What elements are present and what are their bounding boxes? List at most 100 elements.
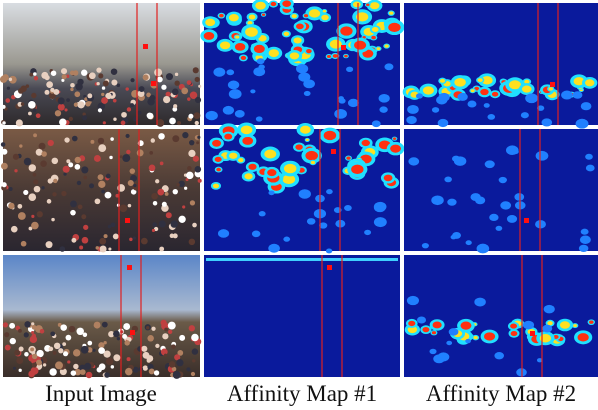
crowd-texture	[101, 97, 108, 104]
crowd-texture	[104, 372, 110, 378]
heat-core	[390, 145, 401, 153]
crowd-texture	[189, 140, 194, 145]
crowd-texture	[197, 136, 200, 139]
crowd-texture	[154, 370, 159, 375]
crowd-texture	[153, 201, 158, 206]
heat-blob	[223, 106, 234, 115]
crowd-texture	[70, 201, 77, 208]
heat-blob	[283, 237, 290, 242]
crowd-texture	[133, 236, 136, 239]
heat-blob	[523, 321, 534, 330]
heat-blob	[206, 111, 218, 120]
heat-core	[235, 43, 245, 51]
crowd-texture	[143, 352, 150, 359]
crowd-texture	[89, 183, 94, 188]
heat-core	[248, 164, 256, 170]
crowd-texture	[71, 370, 77, 376]
heat-blob	[585, 154, 593, 160]
crowd-texture	[129, 238, 132, 241]
crowd-texture	[192, 359, 195, 362]
heat-blob	[374, 203, 386, 212]
heat-core	[241, 125, 253, 134]
crowd-texture	[166, 73, 173, 80]
crowd-texture	[125, 87, 128, 90]
crowd-texture	[96, 67, 101, 72]
heat-core	[224, 134, 232, 140]
heat-blob	[218, 229, 229, 238]
crowd-texture	[58, 104, 65, 111]
heat-core	[235, 36, 239, 39]
crowd-texture	[108, 247, 111, 250]
crowd-texture	[81, 214, 86, 219]
crowd-texture	[101, 93, 104, 96]
heat-core	[300, 126, 311, 134]
crowd-texture	[49, 347, 54, 352]
crowd-texture	[10, 338, 16, 344]
heat-core	[269, 49, 279, 57]
heat-blob	[477, 244, 490, 254]
crowd-texture	[87, 93, 92, 98]
crowd-texture	[103, 81, 109, 87]
crowd-texture	[28, 193, 36, 201]
heat-blob	[513, 150, 519, 154]
heat-core	[384, 175, 393, 182]
crowd-texture	[130, 103, 134, 107]
crowd-texture	[186, 172, 193, 179]
crowd-texture	[126, 134, 130, 138]
heat-core	[220, 41, 230, 49]
crowd-texture	[111, 365, 114, 368]
crowd-texture	[8, 203, 14, 209]
crowd-texture	[46, 81, 53, 88]
heat-blob	[489, 214, 498, 221]
heat-blob	[457, 93, 467, 101]
heat-blob	[258, 65, 264, 70]
crowd-texture	[109, 156, 112, 159]
crowd-texture	[166, 212, 172, 218]
crowd-texture	[77, 101, 84, 108]
crowd-texture	[173, 104, 177, 108]
heat-core	[267, 169, 276, 176]
crowd-texture	[121, 112, 127, 118]
crowd-texture	[95, 198, 101, 204]
caption: Input Image	[45, 381, 157, 406]
crowd-texture	[187, 80, 192, 85]
heat-core	[478, 78, 483, 82]
crowd-texture	[100, 246, 107, 253]
heat-core	[408, 321, 415, 326]
crowd-texture	[151, 138, 155, 142]
heat-core	[229, 153, 237, 159]
crowd-texture	[113, 233, 119, 239]
crowd-texture	[62, 74, 67, 79]
crowd-texture	[81, 166, 88, 173]
crowd-texture	[165, 192, 169, 196]
crowd-texture	[41, 151, 47, 157]
crowd-texture	[39, 143, 46, 150]
heat-core	[264, 150, 276, 159]
crowd-texture	[28, 112, 32, 116]
crowd-texture	[192, 223, 197, 228]
crowd-texture	[36, 350, 43, 357]
heat-core	[327, 55, 331, 58]
crowd-texture	[66, 98, 70, 102]
crowd-texture	[33, 179, 38, 184]
crowd-texture	[182, 205, 185, 208]
crowd-texture	[195, 77, 200, 82]
heat-core	[573, 324, 577, 327]
crowd-texture	[3, 322, 8, 327]
heat-core	[292, 14, 297, 18]
heat-core	[294, 37, 302, 43]
crowd-texture	[176, 359, 183, 366]
crowd-texture	[51, 70, 56, 75]
heat-blob	[541, 118, 552, 126]
crowd-texture	[53, 89, 59, 95]
heat-core	[422, 327, 429, 332]
crowd-texture	[21, 241, 27, 247]
heat-blob	[474, 298, 485, 307]
crowd-texture	[60, 246, 66, 252]
crowd-texture	[53, 351, 57, 355]
crowd-texture	[33, 108, 37, 112]
heat-blob	[452, 232, 461, 239]
affinity-map	[204, 123, 404, 254]
heat-blob	[416, 93, 423, 98]
crowd-texture	[58, 97, 65, 104]
